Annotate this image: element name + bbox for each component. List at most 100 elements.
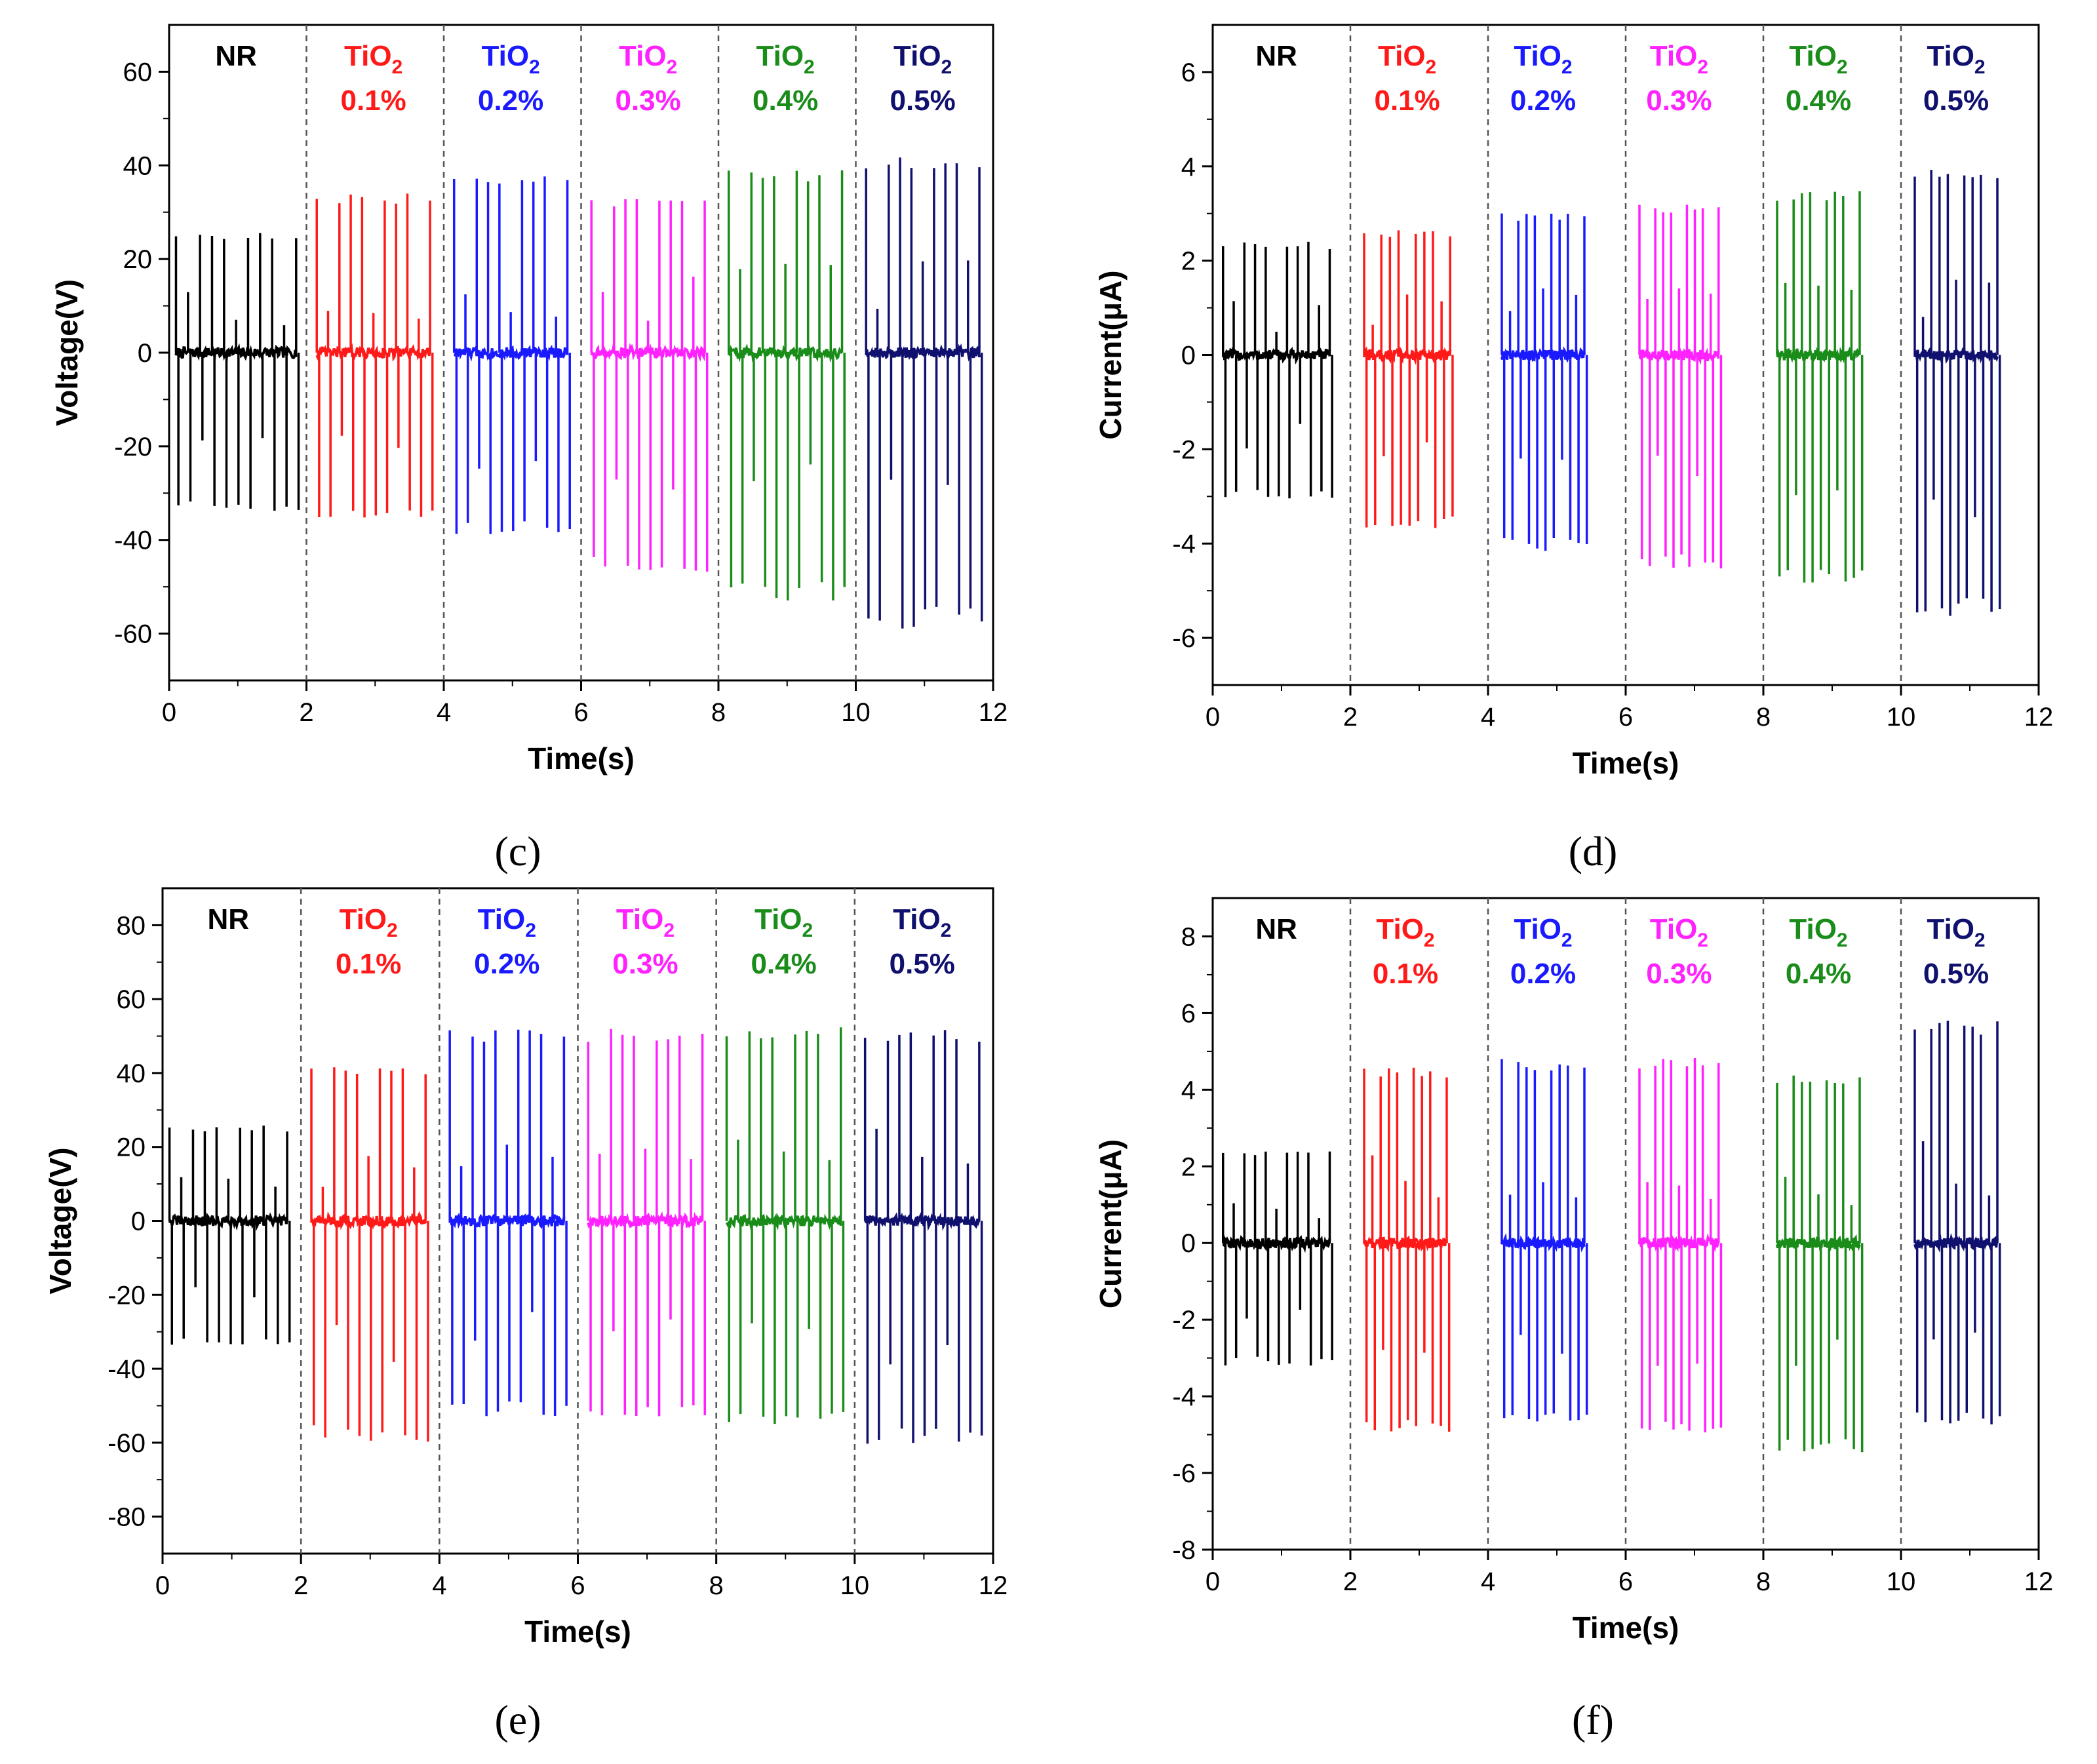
group-label-pct: 0.2% (474, 948, 539, 980)
y-tick-label: -6 (1172, 1459, 1196, 1488)
subscript-2: 2 (1424, 930, 1435, 951)
subscript-2: 2 (667, 56, 678, 78)
group-label-pct: 0.5% (890, 948, 955, 980)
subscript-2: 2 (663, 920, 675, 941)
series-nr: NR (1221, 40, 1333, 499)
group-label-pct: 0.3% (1646, 85, 1712, 117)
x-tick-label: 12 (979, 1571, 1008, 1600)
x-tick-label: 12 (979, 698, 1008, 727)
baseline-trace (454, 343, 569, 363)
y-tick-label: 6 (1181, 58, 1196, 87)
y-tick-label: 8 (1181, 922, 1196, 951)
x-tick-label: 2 (294, 1571, 308, 1600)
baseline-trace (310, 1211, 427, 1231)
x-tick-label: 8 (709, 1571, 724, 1600)
x-tick-label: 0 (155, 1571, 170, 1600)
x-axis-title: Time(s) (528, 741, 635, 775)
x-tick-label: 4 (432, 1571, 446, 1600)
group-label-name: NR (215, 40, 257, 72)
y-tick-label: -80 (108, 1503, 146, 1532)
y-tick-label: -60 (108, 1429, 146, 1458)
group-label-pct: 0.2% (1510, 85, 1576, 117)
x-tick-label: 6 (574, 698, 588, 727)
y-axis-title: Voltage(V) (43, 1147, 77, 1294)
group-label-pct: 0.5% (1923, 85, 1989, 117)
y-tick-label: -8 (1172, 1536, 1196, 1565)
subscript-2: 2 (525, 920, 536, 941)
y-tick-label: 60 (123, 58, 153, 87)
baseline-trace (315, 343, 431, 362)
group-label-name: NR (1255, 913, 1297, 945)
y-tick-label: 0 (1181, 1229, 1196, 1258)
subscript-2: 2 (1974, 930, 1986, 951)
x-tick-label: 12 (2024, 1567, 2054, 1596)
y-tick-label: 2 (1181, 1152, 1196, 1181)
series-nr: NR (1222, 913, 1333, 1366)
series-nr: NR (168, 903, 291, 1345)
x-tick-label: 0 (1205, 703, 1220, 732)
group-label-pct: 0.4% (1786, 958, 1851, 990)
y-tick-label: 0 (131, 1207, 146, 1236)
x-tick-label: 10 (841, 698, 871, 727)
y-tick-label: 40 (117, 1059, 146, 1088)
x-tick-label: 4 (1481, 703, 1495, 732)
x-tick-label: 0 (1205, 1567, 1220, 1596)
group-label-pct: 0.5% (1923, 958, 1989, 990)
x-tick-label: 10 (1887, 1567, 1916, 1596)
x-tick-label: 12 (2024, 703, 2054, 732)
subscript-2: 2 (1426, 56, 1437, 78)
group-label-pct: 0.1% (1374, 85, 1440, 117)
subscript-2: 2 (802, 920, 813, 941)
subscript-2: 2 (1561, 930, 1573, 951)
y-tick-label: 2 (1181, 247, 1196, 276)
baseline-trace (865, 343, 981, 363)
x-tick-label: 6 (1618, 1567, 1633, 1596)
group-label-name: NR (208, 903, 250, 935)
y-tick-label: 0 (1181, 342, 1196, 370)
y-tick-label: 20 (117, 1133, 146, 1162)
x-tick-label: 6 (570, 1571, 585, 1600)
y-tick-label: -2 (1172, 1306, 1196, 1335)
y-tick-label: 40 (123, 151, 153, 180)
y-tick-label: -60 (114, 620, 152, 649)
subscript-2: 2 (1697, 930, 1708, 951)
chart-panel-e: 0 2 4 6 8 10 12 -80 -60 -40 -20 0 20 40 60 80 Time(s) Vol… (43, 887, 1008, 1743)
subscript-2: 2 (1837, 930, 1848, 951)
x-axis-title: Time(s) (1573, 1611, 1679, 1645)
panel-caption: (e) (494, 1696, 541, 1743)
y-tick-label: -20 (108, 1281, 146, 1310)
series-nr: NR (174, 40, 300, 511)
y-axis-title: Current(μA) (1093, 1139, 1127, 1308)
group-label-pct: 0.3% (612, 948, 678, 980)
baseline-trace (864, 1211, 981, 1231)
panel-caption: (d) (1569, 828, 1618, 874)
y-tick-label: -2 (1172, 435, 1196, 464)
group-label-pct: 0.4% (753, 85, 818, 117)
subscript-2: 2 (1837, 56, 1848, 78)
x-tick-label: 8 (1756, 703, 1771, 732)
group-label-pct: 0.3% (1646, 958, 1712, 990)
subscript-2: 2 (392, 56, 403, 78)
subscript-2: 2 (529, 56, 540, 78)
x-tick-label: 8 (711, 698, 726, 727)
y-tick-label: 6 (1181, 999, 1196, 1028)
y-tick-label: -40 (108, 1355, 146, 1384)
group-label-pct: 0.5% (890, 85, 955, 117)
x-tick-label: 10 (840, 1571, 870, 1600)
x-tick-label: 2 (1343, 703, 1358, 732)
